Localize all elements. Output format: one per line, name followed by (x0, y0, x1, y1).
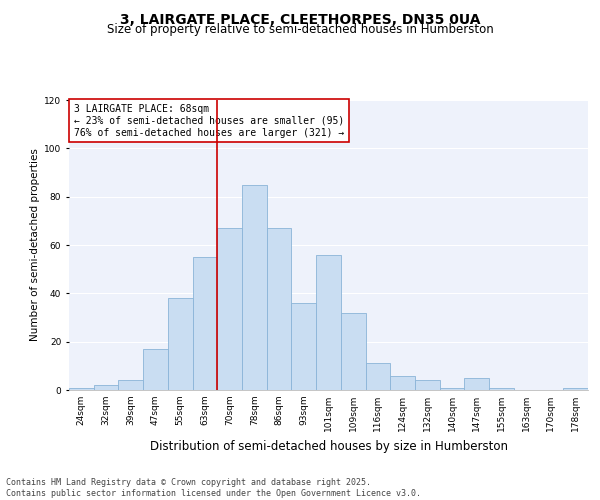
Text: Contains HM Land Registry data © Crown copyright and database right 2025.
Contai: Contains HM Land Registry data © Crown c… (6, 478, 421, 498)
Bar (143, 349, 168, 390)
Bar (341, 312, 365, 390)
Bar (415, 380, 440, 390)
Bar (316, 254, 341, 390)
Y-axis label: Number of semi-detached properties: Number of semi-detached properties (30, 148, 40, 342)
Bar (242, 184, 267, 390)
Text: 3 LAIRGATE PLACE: 68sqm
← 23% of semi-detached houses are smaller (95)
76% of se: 3 LAIRGATE PLACE: 68sqm ← 23% of semi-de… (74, 104, 344, 138)
Bar (464, 378, 489, 390)
Text: Size of property relative to semi-detached houses in Humberston: Size of property relative to semi-detach… (107, 22, 493, 36)
Bar (267, 228, 292, 390)
Bar (292, 303, 316, 390)
X-axis label: Distribution of semi-detached houses by size in Humberston: Distribution of semi-detached houses by … (149, 440, 508, 452)
Bar (193, 257, 217, 390)
Bar (390, 376, 415, 390)
Bar (118, 380, 143, 390)
Bar (94, 385, 118, 390)
Bar (217, 228, 242, 390)
Bar (440, 388, 464, 390)
Bar (168, 298, 193, 390)
Bar (69, 388, 94, 390)
Text: 3, LAIRGATE PLACE, CLEETHORPES, DN35 0UA: 3, LAIRGATE PLACE, CLEETHORPES, DN35 0UA (120, 12, 480, 26)
Bar (563, 388, 588, 390)
Bar (489, 388, 514, 390)
Bar (365, 364, 390, 390)
